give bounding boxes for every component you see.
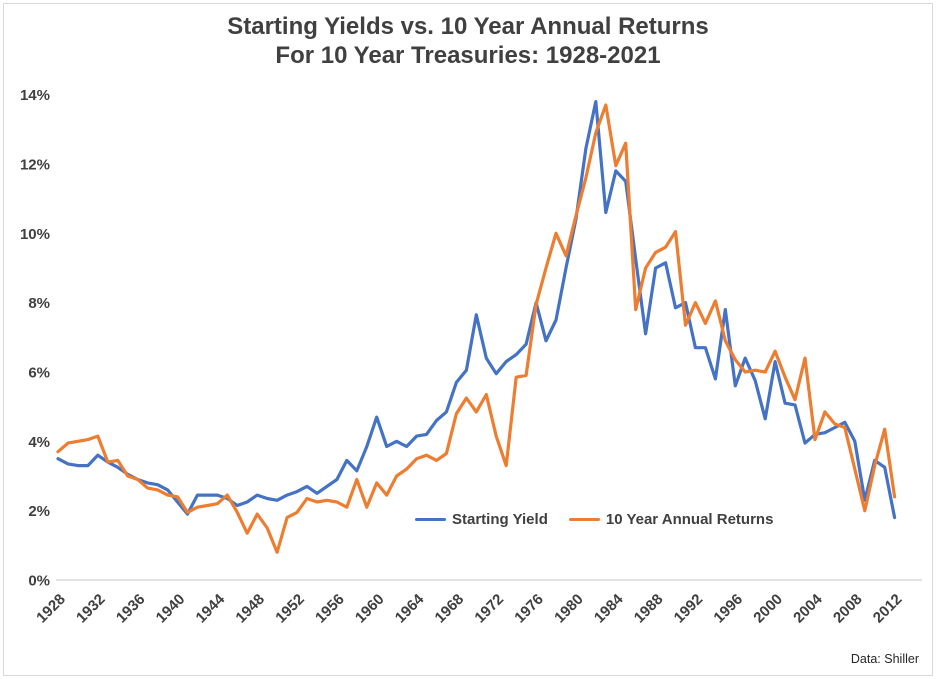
x-axis-tick-label: 1992 — [671, 591, 707, 627]
x-axis-tick-label: 1972 — [471, 591, 507, 627]
x-axis-tick-label: 1988 — [631, 591, 667, 627]
x-axis-tick-label: 1980 — [551, 591, 587, 627]
starting-yield-legend-line — [415, 517, 446, 521]
x-axis-tick-label: 1932 — [73, 591, 109, 627]
chart-title-line2: For 10 Year Treasuries: 1928-2021 — [275, 42, 661, 69]
x-axis-tick-label: 1944 — [193, 590, 229, 626]
y-axis-tick-label: 12% — [20, 156, 50, 173]
x-axis-tick-label: 1952 — [272, 591, 308, 627]
x-axis-tick-label: 1984 — [591, 590, 627, 626]
annual-returns-legend-line — [568, 517, 600, 521]
y-axis-tick-label: 10% — [20, 226, 50, 243]
x-axis-tick-label: 1940 — [153, 591, 189, 627]
annual-returns-legend-label: 10 Year Annual Returns — [605, 510, 774, 528]
annual-returns-line — [56, 103, 897, 554]
x-axis-tick-label: 1936 — [113, 591, 149, 627]
chart-title: Starting Yields vs. 10 Year Annual Retur… — [0, 12, 936, 70]
x-axis-tick-label: 2004 — [790, 590, 826, 626]
x-axis-tick-label: 2008 — [830, 591, 866, 627]
x-axis-tick-label: 2000 — [750, 591, 786, 627]
y-axis-tick-label: 6% — [28, 364, 50, 381]
legend: Starting Yield 10 Year Annual Returns — [415, 509, 773, 529]
x-axis-tick-label: 1968 — [432, 591, 468, 627]
y-axis-tick-label: 8% — [28, 295, 50, 312]
y-axis-tick-label: 0% — [28, 573, 50, 590]
y-axis-tick-label: 2% — [28, 503, 50, 520]
chart-title-line1: Starting Yields vs. 10 Year Annual Retur… — [227, 13, 709, 40]
x-axis-tick-label: 1956 — [312, 591, 348, 627]
x-axis-tick-label: 1996 — [710, 591, 746, 627]
x-axis-tick-label: 1976 — [511, 591, 547, 627]
source-note: Data: Shiller — [850, 652, 919, 666]
x-axis-tick-label: 1964 — [392, 590, 428, 626]
x-axis-tick-label: 1960 — [352, 591, 388, 627]
y-axis-tick-label: 14% — [20, 87, 50, 104]
x-axis-tick-label: 1948 — [232, 591, 268, 627]
starting-yield-line — [56, 99, 897, 520]
x-axis-tick-label: 1928 — [33, 591, 69, 627]
starting-yield-legend-label: Starting Yield — [452, 510, 548, 528]
y-axis-tick-label: 4% — [28, 434, 50, 451]
x-axis-tick-label: 2012 — [870, 591, 906, 627]
